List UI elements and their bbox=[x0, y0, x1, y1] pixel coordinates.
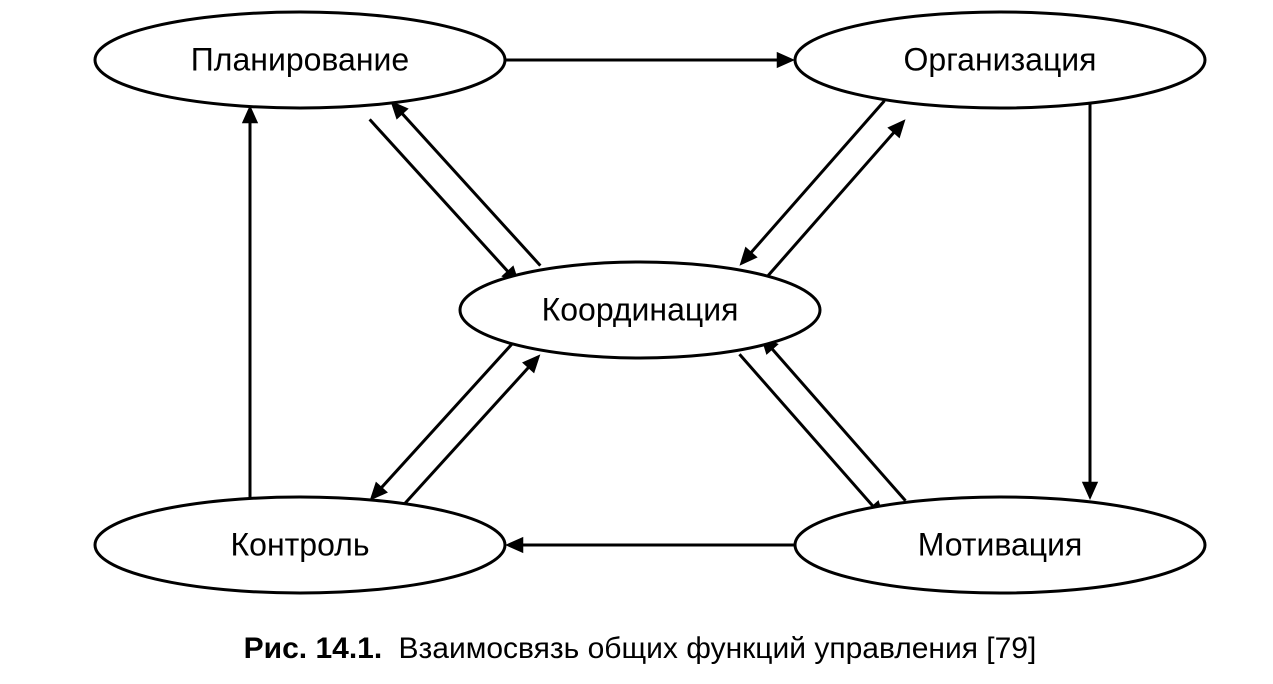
node-label-organization: Организация bbox=[904, 41, 1097, 77]
edge-organization-motivation-head bbox=[1082, 482, 1098, 500]
edge-coordination-control bbox=[379, 336, 520, 491]
node-label-coordination: Координация bbox=[542, 291, 739, 327]
figure-caption-prefix: Рис. 14.1. bbox=[244, 632, 383, 665]
figure-caption: Рис. 14.1. Взаимосвязь общих функций упр… bbox=[244, 632, 1037, 665]
edge-motivation-control-head bbox=[505, 537, 523, 553]
diagram-canvas: Планирование Организация Координация Контро… bbox=[0, 0, 1273, 684]
node-label-control: Контроль bbox=[231, 526, 370, 562]
figure-caption-text: Взаимосвязь общих функций управления [79… bbox=[399, 632, 1037, 665]
edge-coordination-organization bbox=[761, 130, 897, 284]
edge-coordination-planning bbox=[400, 111, 541, 266]
edge-coordination-motivation bbox=[739, 354, 875, 508]
node-label-motivation: Мотивация bbox=[918, 526, 1083, 562]
edge-planning-coordination bbox=[370, 119, 511, 274]
edge-motivation-coordination bbox=[770, 346, 906, 500]
edge-planning-organization-head bbox=[777, 52, 795, 68]
labels-layer: Планирование Организация Координация Контро… bbox=[191, 41, 1097, 562]
edge-control-coordination bbox=[390, 365, 531, 520]
node-label-planning: Планирование bbox=[191, 41, 409, 77]
edge-organization-coordination bbox=[749, 101, 885, 255]
